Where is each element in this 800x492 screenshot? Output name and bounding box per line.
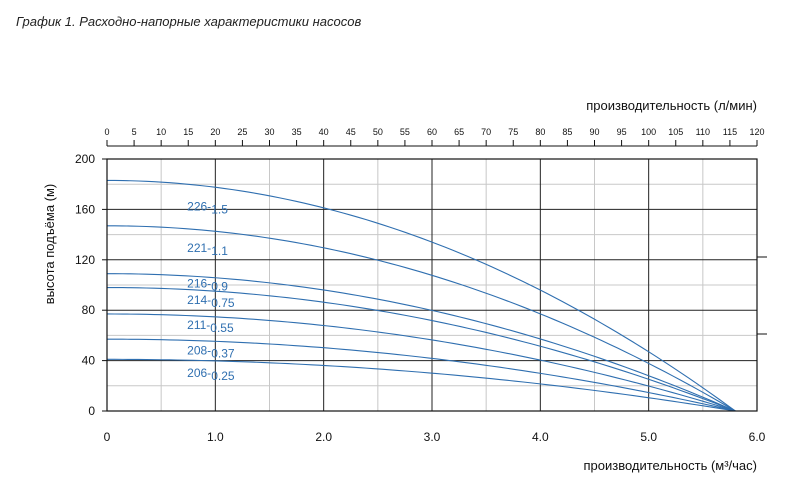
curve-label-211-0.55: 211-0.55: [187, 318, 234, 335]
top-tick-label: 95: [617, 127, 627, 137]
curve-208-0.37: [106, 338, 736, 412]
top-tick-label: 70: [481, 127, 491, 137]
y-tick-label: 40: [82, 354, 96, 368]
y-tick-label: 200: [75, 152, 95, 166]
top-tick-label: 0: [104, 127, 109, 137]
top-tick-label: 20: [210, 127, 220, 137]
top-tick-label: 80: [535, 127, 545, 137]
top-tick-label: 55: [400, 127, 410, 137]
top-tick-label: 10: [156, 127, 166, 137]
plot-frame: [106, 158, 767, 412]
curve-label-226-1.5: 226-1.5: [187, 200, 228, 217]
bottom-axis-title: производительность (м³/час): [583, 458, 757, 473]
top-tick-label: 75: [508, 127, 518, 137]
bottom-tick-label: 0: [104, 430, 111, 444]
curve-221-1.1: [106, 225, 736, 412]
y-tick-label: 80: [82, 303, 96, 317]
top-tick-label: 5: [132, 127, 137, 137]
top-tick-label: 25: [237, 127, 247, 137]
curve-label-208-0.37: 208-0.37: [187, 343, 235, 360]
bottom-tick-label: 3.0: [424, 430, 441, 444]
top-tick-label: 115: [723, 127, 737, 137]
top-tick-label: 100: [641, 127, 656, 137]
top-tick-label: 35: [292, 127, 302, 137]
curve-214-0.75: [106, 286, 736, 412]
chart-caption: График 1. Расходно-напорные характеристи…: [16, 14, 361, 29]
top-tick-label: 50: [373, 127, 383, 137]
curve-216-0.9: [106, 273, 736, 412]
bottom-tick-label: 4.0: [532, 430, 549, 444]
bottom-tick-label: 1.0: [207, 430, 224, 444]
top-tick-label: 65: [454, 127, 464, 137]
top-tick-label: 40: [319, 127, 329, 137]
top-tick-label: 85: [562, 127, 572, 137]
bottom-tick-label: 2.0: [315, 430, 332, 444]
top-tick-label: 105: [668, 127, 683, 137]
top-axis-title: производительность (л/мин): [586, 98, 757, 113]
y-tick-label: 160: [75, 202, 95, 216]
curve-206-0.25: [106, 358, 736, 412]
y-tick-label: 0: [88, 404, 95, 418]
plot-border: [106, 158, 758, 412]
curve-label-221-1.1: 221-1.1: [187, 241, 228, 258]
pump-curves: [106, 179, 736, 412]
curve-211-0.55: [106, 313, 736, 412]
top-tick-label: 120: [749, 127, 764, 137]
top-tick-label: 60: [427, 127, 437, 137]
curve-label-216-0.9: 216-0.9: [187, 277, 228, 294]
curve-226-1.5: [106, 179, 736, 412]
tick-labels: 0 5 10 15 20 25 30 35 40 45 50 55 60 65 70 75 80 85 90 95 10…: [75, 127, 766, 444]
bottom-tick-label: 6.0: [749, 430, 766, 444]
y-tick-label: 120: [75, 253, 95, 267]
top-tick-label: 90: [589, 127, 599, 137]
curve-label-214-0.75: 214-0.75: [187, 293, 235, 310]
bottom-tick-label: 5.0: [640, 430, 657, 444]
top-tick-label: 15: [183, 127, 193, 137]
y-axis-title: высота подъёма (м): [42, 184, 57, 305]
top-tick-label: 45: [346, 127, 356, 137]
curve-label-206-0.25: 206-0.25: [187, 366, 235, 383]
top-tick-label: 30: [264, 127, 274, 137]
top-tick-label: 110: [696, 127, 710, 137]
